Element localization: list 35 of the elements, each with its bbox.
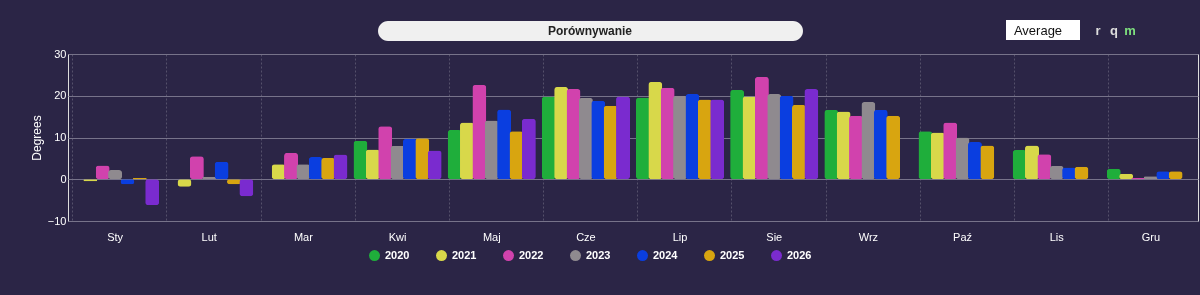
x-tick-label: Lis xyxy=(1049,230,1065,243)
y-tick-label: 0 xyxy=(60,172,67,185)
bar xyxy=(710,99,725,180)
x-tick-label: Wrz xyxy=(858,230,879,243)
x-tick-label: Lut xyxy=(201,230,217,243)
y-axis-title: Degrees xyxy=(29,115,44,161)
text: r xyxy=(1095,23,1101,38)
legend-label: 2021 xyxy=(452,248,477,261)
x-tick-label: Kwi xyxy=(388,230,407,243)
legend-label: 2024 xyxy=(653,248,679,261)
x-tick-label: Maj xyxy=(482,230,501,243)
chart-title: Porównywanie xyxy=(547,24,633,38)
y-tick-label: 30 xyxy=(54,47,67,60)
legend-label: 2026 xyxy=(787,248,812,261)
legend-label: 2025 xyxy=(720,248,745,261)
y-tick-label: −10 xyxy=(47,214,67,227)
bar xyxy=(804,89,819,180)
x-tick-label: Sie xyxy=(766,230,783,243)
text: m xyxy=(1124,23,1136,38)
bar xyxy=(616,96,631,180)
x-tick-label: Mar xyxy=(293,230,314,243)
bar xyxy=(521,118,536,180)
legend-label: 2022 xyxy=(519,248,544,261)
text: Average xyxy=(1013,23,1063,38)
bar xyxy=(886,115,901,180)
x-tick-label: Sty xyxy=(107,230,124,243)
x-tick-label: Cze xyxy=(576,230,596,243)
y-tick-label: 20 xyxy=(54,89,67,102)
y-tick-label: 10 xyxy=(54,131,67,143)
x-tick-label: Paź xyxy=(953,230,973,243)
legend-label: 2020 xyxy=(385,248,410,261)
x-tick-label: Gru xyxy=(1141,230,1161,243)
x-tick-label: Lip xyxy=(672,230,688,243)
legend-label: 2023 xyxy=(586,248,611,261)
text: q xyxy=(1110,23,1119,38)
